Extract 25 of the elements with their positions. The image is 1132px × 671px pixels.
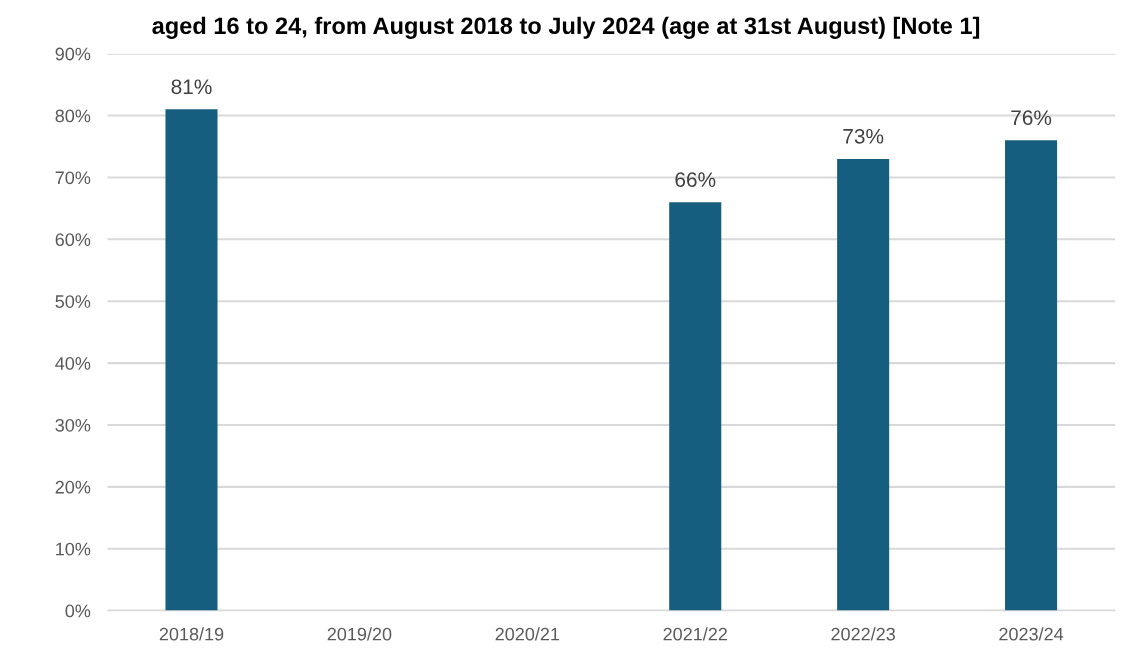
y-tick-label: 80% [55,109,91,123]
x-tick-label: 2018/19 [159,627,224,641]
y-tick-label: 0% [65,604,91,618]
y-tick-label: 70% [55,171,91,185]
data-label: 76% [1011,110,1052,126]
data-label: 81% [171,79,212,95]
y-tick-label: 90% [55,47,91,61]
x-tick-label: 2019/20 [327,627,392,641]
y-tick-label: 20% [55,480,91,494]
y-tick-label: 10% [56,542,91,556]
y-tick-label: 60% [55,233,91,247]
x-tick-label: 2023/24 [999,627,1064,641]
data-label: 66% [675,172,716,187]
bar [1005,140,1058,611]
bar [669,202,722,611]
bar [837,158,890,611]
x-tick-label: 2021/22 [663,627,727,641]
chart-title: aged 16 to 24, from August 2018 to July 2024 (age at 31st August) [Note 1] [152,16,980,39]
x-tick-label: 2020/21 [495,627,560,641]
data-label: 73% [843,128,884,144]
y-tick-label: 30% [55,418,91,432]
y-tick-label: 40% [55,357,91,370]
y-tick-label: 50% [55,295,91,308]
bar [165,109,218,611]
x-tick-label: 2022/23 [831,627,895,641]
